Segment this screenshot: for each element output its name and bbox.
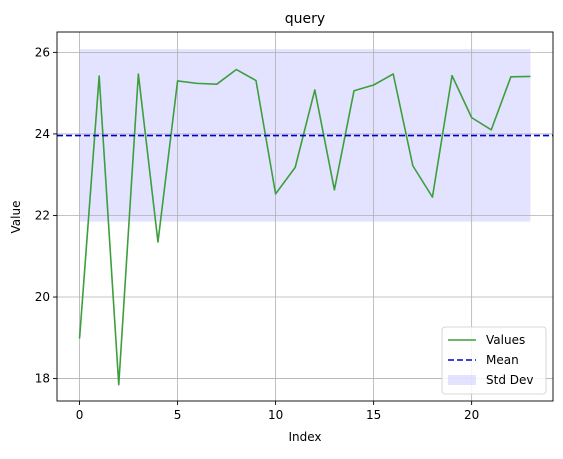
legend-swatch-std-dev: [448, 375, 476, 385]
legend: Values Mean Std Dev: [442, 327, 546, 394]
chart-title: query: [285, 11, 325, 27]
y-tick-label: 20: [35, 290, 50, 304]
y-tick-label: 18: [35, 372, 50, 386]
legend-label: Values: [486, 333, 525, 347]
x-axis-label: Index: [288, 430, 321, 444]
y-tick-label: 26: [35, 45, 50, 59]
legend-label: Mean: [486, 353, 519, 367]
x-tick-label: 5: [174, 408, 182, 422]
x-tick-label: 0: [76, 408, 84, 422]
y-tick-label: 22: [35, 208, 50, 222]
y-axis-label: Value: [9, 201, 23, 234]
x-tick-label: 15: [366, 408, 381, 422]
x-tick-label: 20: [464, 408, 479, 422]
y-tick-label: 24: [35, 127, 50, 141]
x-tick-label: 10: [268, 408, 283, 422]
legend-label: Std Dev: [486, 373, 533, 387]
